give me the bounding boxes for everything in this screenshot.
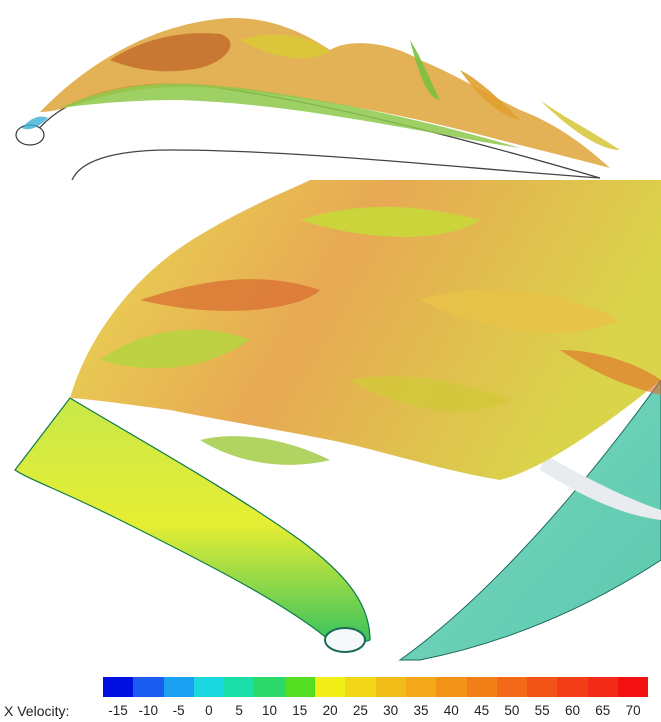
flap-gap-highlight bbox=[540, 455, 661, 520]
colorbar-tick-label: 10 bbox=[261, 703, 278, 718]
colorbar-swatch bbox=[163, 677, 194, 697]
colorbar-tick-label: -5 bbox=[172, 703, 185, 718]
colorbar-swatch bbox=[133, 677, 164, 697]
colorbar-swatch bbox=[254, 677, 285, 697]
colorbar-tick-label: 0 bbox=[205, 703, 213, 718]
colorbar-tick-label: 60 bbox=[564, 703, 581, 718]
colorbar-tick-label: -15 bbox=[108, 703, 128, 718]
colorbar-legend: X Velocity: bbox=[0, 672, 661, 722]
slat-surface bbox=[14, 397, 371, 651]
colorbar-swatch bbox=[284, 677, 316, 697]
colorbar-swatch bbox=[405, 677, 437, 697]
colorbar-swatch bbox=[193, 677, 225, 697]
colorbar-swatch bbox=[103, 677, 134, 697]
colorbar-tick-label: -10 bbox=[138, 703, 159, 718]
colorbar-tick-label: 30 bbox=[383, 703, 399, 718]
colorbar-tick-label: 50 bbox=[504, 703, 520, 718]
colorbar-tick-label: 5 bbox=[235, 703, 243, 718]
colorbar-swatch bbox=[587, 677, 619, 697]
colorbar-swatch bbox=[224, 677, 255, 697]
colorbar-swatch bbox=[557, 677, 588, 697]
colorbar-swatch bbox=[315, 677, 346, 697]
colorbar-gradient bbox=[103, 677, 649, 697]
colorbar-swatch bbox=[345, 677, 376, 697]
colorbar-tick-label: 15 bbox=[292, 703, 308, 718]
perspective-view-panel bbox=[14, 180, 661, 661]
colorbar-swatch bbox=[375, 677, 406, 697]
vortex-region bbox=[70, 180, 661, 480]
colorbar-title: X Velocity: bbox=[4, 703, 70, 719]
flow-visualization-figure bbox=[14, 18, 661, 661]
colorbar-swatch bbox=[436, 677, 467, 697]
colorbar-swatch bbox=[496, 677, 528, 697]
colorbar-tick-label: 40 bbox=[443, 703, 459, 718]
colorbar-tick-label: 25 bbox=[352, 703, 368, 718]
side-view-panel bbox=[15, 18, 620, 181]
colorbar-tick-label: 20 bbox=[322, 703, 338, 718]
colorbar-tick-label: 55 bbox=[534, 703, 550, 718]
colorbar-swatch bbox=[466, 677, 497, 697]
colorbar-tick-label: 70 bbox=[625, 703, 641, 718]
colorbar-swatch bbox=[618, 677, 649, 697]
slat-end-cylinder bbox=[324, 627, 366, 653]
colorbar-tick-label: 45 bbox=[474, 703, 490, 718]
colorbar-tick-label: 35 bbox=[413, 703, 429, 718]
colorbar-tick-label: 65 bbox=[595, 703, 611, 718]
colorbar-swatch bbox=[527, 677, 558, 697]
